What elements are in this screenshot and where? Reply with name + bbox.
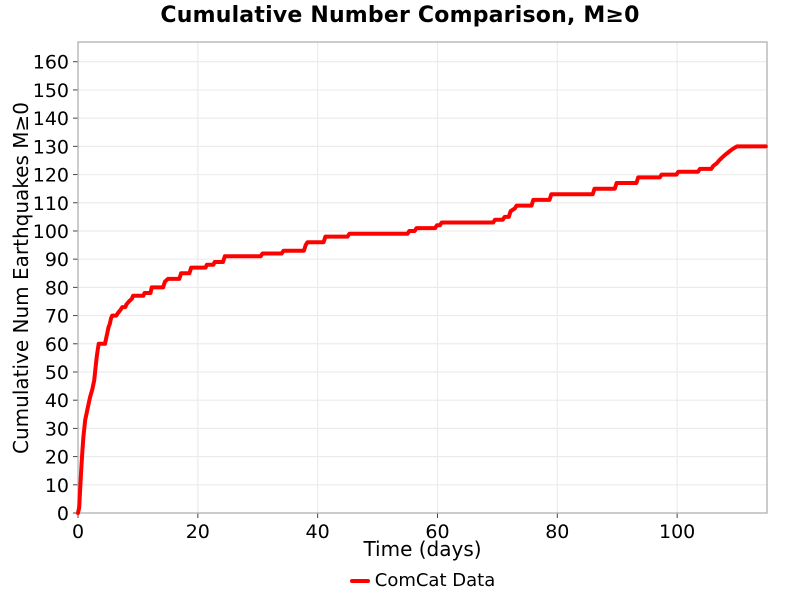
- svg-text:0: 0: [57, 503, 69, 525]
- legend-label: ComCat Data: [374, 570, 496, 591]
- svg-text:160: 160: [33, 52, 69, 74]
- svg-text:100: 100: [33, 221, 69, 243]
- svg-text:40: 40: [45, 390, 69, 412]
- y-axis-label: Cumulative Num Earthquakes M≥0: [9, 102, 33, 454]
- svg-text:40: 40: [306, 521, 330, 543]
- svg-text:60: 60: [45, 334, 69, 356]
- svg-text:50: 50: [45, 362, 69, 384]
- svg-text:140: 140: [33, 108, 69, 130]
- svg-text:80: 80: [545, 521, 569, 543]
- svg-text:10: 10: [45, 475, 69, 497]
- svg-text:90: 90: [45, 249, 69, 271]
- svg-text:110: 110: [33, 193, 69, 215]
- legend-line-swatch: [349, 578, 370, 583]
- legend: ComCat Data: [78, 570, 767, 591]
- x-axis-label: Time (days): [363, 537, 482, 561]
- svg-text:120: 120: [33, 165, 69, 187]
- svg-text:100: 100: [659, 521, 695, 543]
- svg-text:30: 30: [45, 418, 69, 440]
- svg-text:20: 20: [186, 521, 210, 543]
- chart-title: Cumulative Number Comparison, M≥0: [160, 3, 640, 28]
- svg-text:20: 20: [45, 447, 69, 469]
- svg-text:130: 130: [33, 136, 69, 158]
- svg-text:60: 60: [425, 521, 449, 543]
- svg-text:150: 150: [33, 80, 69, 102]
- svg-text:80: 80: [45, 277, 69, 299]
- svg-text:70: 70: [45, 306, 69, 328]
- svg-text:0: 0: [72, 521, 84, 543]
